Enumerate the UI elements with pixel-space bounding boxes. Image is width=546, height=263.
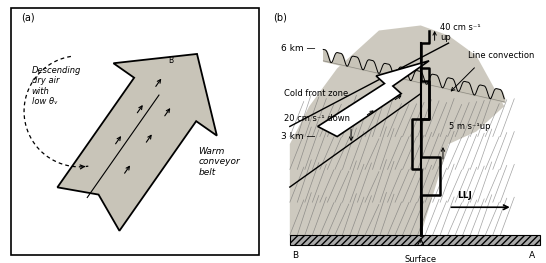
Polygon shape — [290, 26, 505, 235]
Text: LLJ: LLJ — [457, 191, 472, 200]
Text: 5 m s⁻¹up: 5 m s⁻¹up — [449, 122, 490, 131]
Bar — [290, 235, 541, 245]
Polygon shape — [318, 61, 429, 136]
Text: A: A — [529, 251, 535, 260]
Polygon shape — [57, 54, 217, 231]
Text: 40 cm s⁻¹
up: 40 cm s⁻¹ up — [440, 23, 481, 42]
Text: Warm
conveyor
belt: Warm conveyor belt — [198, 147, 240, 177]
Text: Line convection: Line convection — [468, 51, 535, 60]
Text: 20 cm s⁻¹ down: 20 cm s⁻¹ down — [284, 114, 350, 123]
Text: Cold front zone: Cold front zone — [284, 89, 348, 98]
Text: (b): (b) — [273, 13, 287, 23]
Text: Surface
cold front: Surface cold front — [401, 255, 441, 263]
Text: Descending
dry air
with
low θᵥ: Descending dry air with low θᵥ — [32, 66, 81, 106]
Text: B: B — [168, 56, 174, 65]
Text: 6 km —: 6 km — — [282, 44, 316, 53]
Text: B: B — [292, 251, 299, 260]
Text: 3 km —: 3 km — — [282, 132, 316, 141]
Text: (a): (a) — [21, 13, 35, 23]
